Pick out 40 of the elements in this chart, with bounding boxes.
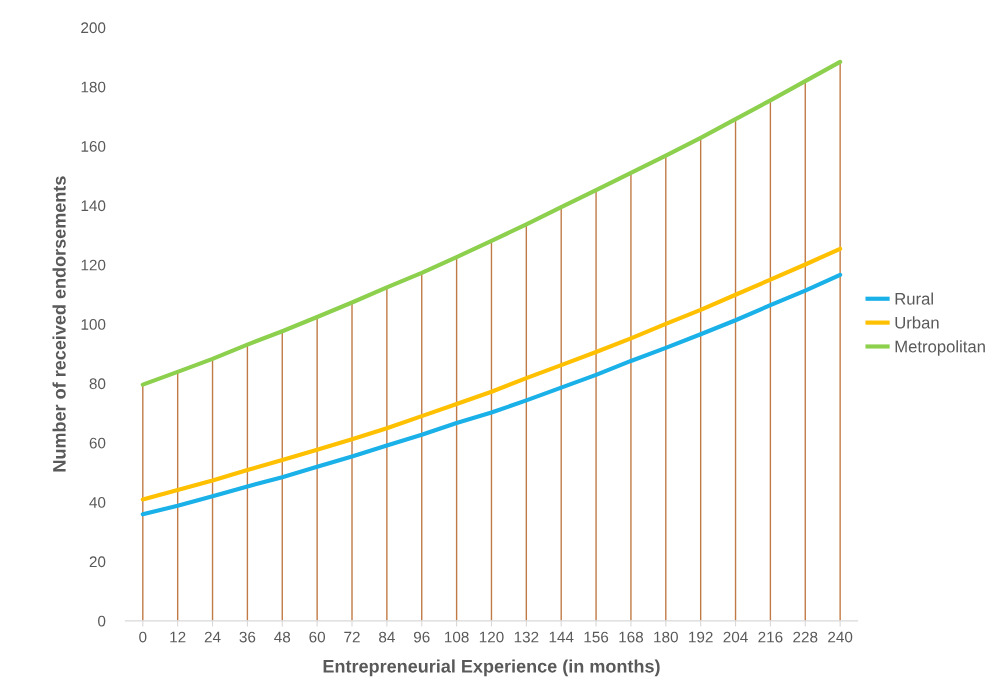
x-tick-label: 180 bbox=[654, 631, 678, 643]
x-axis-title: Entrepreneurial Experience (in months) bbox=[323, 659, 660, 677]
y-tick-label: 0 bbox=[98, 615, 106, 627]
y-tick-label: 40 bbox=[89, 497, 106, 508]
legend-label: Rural bbox=[895, 292, 933, 305]
y-tick-label: 20 bbox=[89, 556, 106, 568]
x-tick-label: 120 bbox=[479, 631, 504, 643]
y-tick-label: 200 bbox=[81, 22, 106, 34]
x-tick-label: 72 bbox=[344, 631, 360, 643]
x-tick-label: 204 bbox=[723, 631, 748, 643]
y-tick-label: 140 bbox=[81, 200, 106, 212]
x-tick-label: 24 bbox=[204, 631, 221, 643]
x-tick-label: 12 bbox=[170, 631, 186, 643]
y-axis-title: Number of received endorsements bbox=[52, 176, 66, 472]
x-tick-label: 228 bbox=[793, 631, 818, 643]
legend-label: Urban bbox=[895, 316, 939, 329]
y-tick-label: 180 bbox=[81, 81, 106, 93]
line-series bbox=[140, 272, 843, 517]
x-tick-label: 60 bbox=[309, 631, 326, 643]
x-tick-label: 96 bbox=[413, 631, 430, 643]
x-tick-label: 108 bbox=[445, 631, 469, 643]
y-tick-label: 120 bbox=[81, 259, 106, 271]
y-tick-label: 160 bbox=[81, 140, 106, 152]
line-series bbox=[140, 59, 843, 387]
legend-label: Metropolitan bbox=[895, 340, 985, 356]
x-tick-label: 132 bbox=[514, 631, 539, 643]
x-tick-label: 0 bbox=[139, 631, 147, 643]
x-tick-label: 156 bbox=[584, 631, 609, 643]
x-tick-label: 84 bbox=[379, 631, 395, 643]
x-tick-label: 36 bbox=[239, 631, 256, 643]
y-tick-label: 100 bbox=[81, 319, 106, 330]
x-tick-label: 192 bbox=[689, 631, 713, 643]
x-tick-label: 144 bbox=[549, 631, 574, 643]
x-tick-label: 168 bbox=[619, 631, 644, 643]
x-tick-label: 216 bbox=[758, 631, 783, 643]
y-tick-label: 80 bbox=[89, 378, 106, 390]
line-series bbox=[140, 246, 843, 502]
x-tick-label: 48 bbox=[274, 631, 291, 643]
y-tick-label: 60 bbox=[89, 437, 106, 449]
x-tick-label: 240 bbox=[828, 631, 853, 643]
